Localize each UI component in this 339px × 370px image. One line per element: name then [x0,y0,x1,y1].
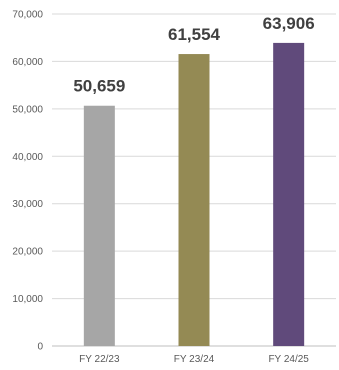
data-label: 50,659 [73,77,125,96]
data-label: 61,554 [168,25,221,44]
bar [273,42,305,346]
data-labels: 50,659 61,554 63,906 [73,14,314,96]
x-tick-label: FY 24/25 [268,354,309,365]
y-axis-tick-labels: 0 10,000 20,000 30,000 40,000 50,000 60,000 70,… [12,10,43,353]
bar [83,105,115,346]
x-tick-label: FY 23/24 [174,354,215,365]
y-tick-label: 50,000 [12,104,43,115]
y-tick-label: 0 [37,342,43,353]
bars [83,42,305,347]
y-tick-label: 70,000 [12,10,43,21]
x-tick-label: FY 22/23 [79,354,120,365]
y-tick-label: 30,000 [12,199,43,210]
bar [178,54,210,347]
y-tick-label: 20,000 [12,247,43,258]
y-tick-label: 10,000 [12,294,43,305]
y-tick-label: 40,000 [12,152,43,163]
y-tick-label: 60,000 [12,57,43,68]
data-label: 63,906 [263,14,315,33]
x-axis-tick-labels: FY 22/23 FY 23/24 FY 24/25 [79,354,309,365]
